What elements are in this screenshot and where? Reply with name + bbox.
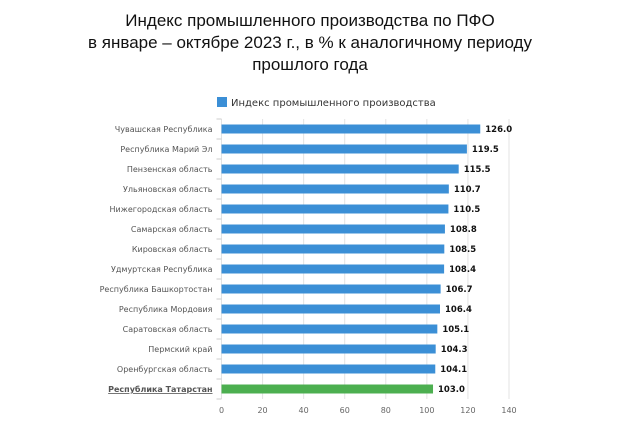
category-label: Республика Татарстан <box>108 384 212 394</box>
bar <box>221 204 449 214</box>
bar <box>221 224 445 234</box>
x-tick-label: 20 <box>257 406 267 415</box>
category-label: Удмуртская Республика <box>111 265 213 274</box>
category-label: Саратовская область <box>123 325 213 334</box>
title-line: в январе – октябре 2023 г., в % к аналог… <box>88 33 532 52</box>
bar <box>221 284 441 294</box>
category-label: Пензенская область <box>127 165 213 174</box>
category-label: Кировская область <box>132 245 213 254</box>
x-tick-label: 120 <box>460 406 475 415</box>
value-label: 104.3 <box>441 345 468 355</box>
category-label: Ульяновская область <box>123 185 213 194</box>
value-label: 104.1 <box>440 365 467 375</box>
value-label: 108.8 <box>450 225 477 235</box>
value-label: 110.5 <box>453 205 480 215</box>
category-label: Республика Мордовия <box>119 305 213 314</box>
x-tick-label: 80 <box>381 406 391 415</box>
category-label: Оренбургская область <box>117 365 213 374</box>
bar <box>221 124 481 134</box>
value-label: 119.5 <box>472 145 499 155</box>
x-tick-label: 40 <box>299 406 309 415</box>
value-label: 108.4 <box>449 265 476 275</box>
title-line: Индекс промышленного производства по ПФО <box>125 11 495 30</box>
title-line: прошлого года <box>252 55 368 74</box>
value-label: 106.4 <box>445 305 472 315</box>
value-label: 106.7 <box>446 285 473 295</box>
bar <box>221 184 449 194</box>
category-label: Республика Марий Эл <box>120 145 212 154</box>
value-label: 105.1 <box>442 325 469 335</box>
bar <box>221 384 434 394</box>
bar <box>221 264 445 274</box>
bar <box>221 344 436 354</box>
category-label: Нижегородская область <box>109 205 212 214</box>
x-tick-label: 0 <box>219 406 224 415</box>
bar <box>221 364 436 374</box>
value-label: 108.5 <box>449 245 476 255</box>
value-label: 126.0 <box>485 125 512 135</box>
x-tick-label: 100 <box>419 406 434 415</box>
bar <box>221 144 467 154</box>
legend-label: Индекс промышленного производства <box>231 98 436 109</box>
value-label: 103.0 <box>438 385 465 395</box>
bar <box>221 244 445 254</box>
category-label: Пермский край <box>148 345 212 354</box>
category-label: Чувашская Республика <box>115 125 213 134</box>
x-tick-label: 140 <box>501 406 516 415</box>
chart-title: Индекс промышленного производства по ПФО… <box>0 10 620 76</box>
bar <box>221 324 438 334</box>
legend-swatch <box>217 97 227 107</box>
bar <box>221 164 459 174</box>
value-label: 110.7 <box>454 185 481 195</box>
category-label: Самарская область <box>131 225 213 234</box>
value-label: 115.5 <box>464 165 491 175</box>
x-tick-label: 60 <box>340 406 350 415</box>
bar <box>221 304 440 314</box>
category-label: Республика Башкортостан <box>100 285 213 294</box>
